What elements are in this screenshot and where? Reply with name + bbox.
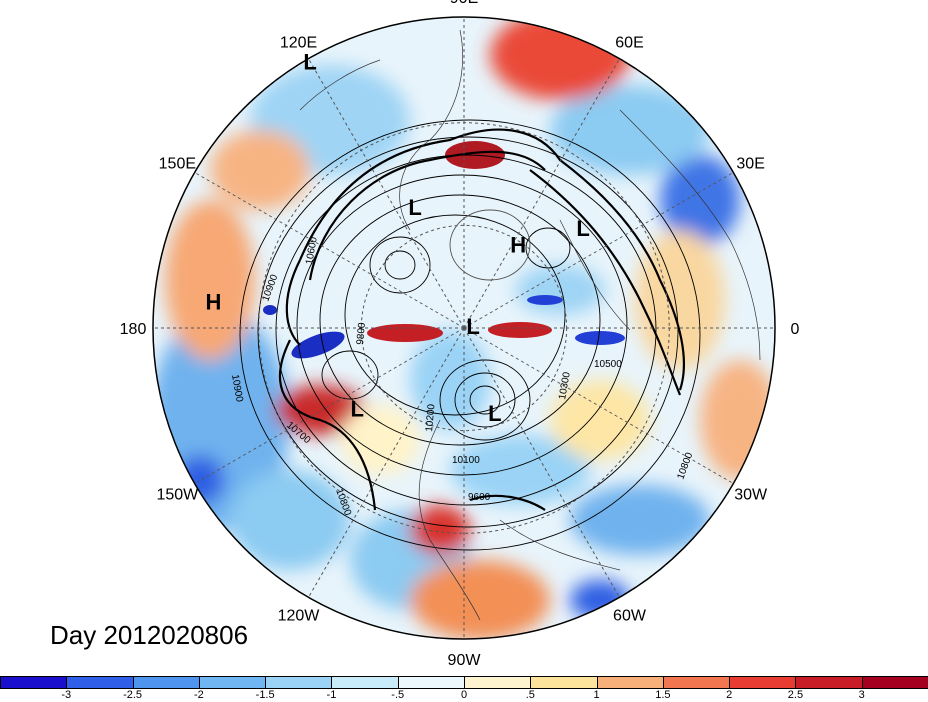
colorbar-tick-label: -2.5 xyxy=(123,689,143,701)
longitude-label: 60E xyxy=(615,34,643,51)
longitude-labels: 90E 60E 30E 0 30W 60W 90W 120W 150W 180 150E 120E xyxy=(120,0,800,669)
colorbar-tick-label: -3 xyxy=(61,689,72,701)
low-pressure-marker: L xyxy=(303,49,316,74)
longitude-label: 150W xyxy=(156,487,199,504)
contour-label: 9600 xyxy=(468,492,491,503)
coastlines xyxy=(299,29,761,621)
colorbar-swatch xyxy=(795,676,863,689)
graticule xyxy=(153,17,775,639)
colorbar-swatch xyxy=(0,676,68,689)
height-contours xyxy=(239,119,701,551)
parallel-circle xyxy=(258,122,670,534)
longitude-label: 180 xyxy=(120,321,147,338)
low-pressure-marker: L xyxy=(488,401,501,426)
meridian-line xyxy=(463,327,620,598)
longitude-label: 120E xyxy=(280,34,317,51)
colorbar-tick-label: -1 xyxy=(326,689,337,701)
low-pressure-marker: L xyxy=(350,396,363,421)
colorbar-tick-label: 0 xyxy=(460,689,468,701)
contour-label: 10900 xyxy=(229,374,245,404)
contour-label: 10100 xyxy=(452,455,480,466)
meridian-line xyxy=(463,327,734,484)
low-pressure-marker: L xyxy=(408,195,421,220)
colorbar-swatch xyxy=(66,676,134,689)
pressure-centers: L H L H L L L L xyxy=(206,49,590,425)
colorbar-swatch xyxy=(662,676,731,689)
longitude-label: 90E xyxy=(450,0,478,7)
longitude-label: 120W xyxy=(278,608,321,625)
colorbar-swatch xyxy=(464,676,532,689)
day-label: Day 2012020806 xyxy=(50,620,249,650)
colorbar-tick-label: -1.5 xyxy=(255,689,275,701)
colorbar-tick-label: 1 xyxy=(593,689,600,701)
colorbar-swatch xyxy=(397,676,465,689)
meridian-line xyxy=(308,327,465,598)
colorbar-swatch xyxy=(530,676,598,689)
colorbar-tick-label: -2 xyxy=(193,689,204,701)
high-pressure-marker: H xyxy=(206,290,222,315)
colorbar-tick-label: 3 xyxy=(858,689,865,701)
colorbar-swatch xyxy=(861,676,928,689)
low-pressure-marker: L xyxy=(466,314,479,339)
meridian-line xyxy=(308,58,465,329)
longitude-label: 90W xyxy=(448,652,482,669)
meridian-line xyxy=(463,172,734,329)
longitude-label: 0 xyxy=(791,321,800,338)
colorbar-swatch xyxy=(331,676,399,689)
map-boundary xyxy=(152,16,776,640)
contour-label: 10500 xyxy=(594,359,622,370)
contour-label: 10300 xyxy=(557,371,573,401)
longitude-label: 60W xyxy=(613,608,647,625)
longitude-label: 30E xyxy=(736,156,764,173)
colorbar-tick-label: 1.5 xyxy=(655,689,671,701)
jet-contours xyxy=(278,128,686,511)
colorbar-tick-label: .5 xyxy=(525,689,535,701)
low-pressure-marker: L xyxy=(576,216,589,241)
colorbar-tick-label: 2 xyxy=(726,689,733,701)
colorbar-swatch xyxy=(265,676,333,689)
meridian-line xyxy=(463,58,620,329)
colorbar-swatch xyxy=(729,676,797,689)
colorbar-tick-label: -.5 xyxy=(391,689,405,701)
colorbar-swatch xyxy=(132,676,200,689)
parallel-circle xyxy=(360,224,568,432)
contour-label: 10200 xyxy=(424,403,437,432)
colorbar-swatch xyxy=(198,676,267,689)
high-pressure-marker: H xyxy=(510,233,526,258)
contour-label: 10600 xyxy=(304,236,320,266)
colorbar: -3 -2.5 -2 -1.5 -1 -.5 0 .5 1 1.5 2 2.5 3 xyxy=(0,676,928,702)
longitude-label: 150E xyxy=(159,156,196,173)
longitude-label: 30W xyxy=(734,487,768,504)
contour-label: 9800 xyxy=(355,322,368,346)
meridian-line xyxy=(194,172,465,329)
colorbar-tick-label: 2.5 xyxy=(787,689,804,701)
meridian-line xyxy=(194,327,465,484)
colorbar-swatch xyxy=(596,676,664,689)
